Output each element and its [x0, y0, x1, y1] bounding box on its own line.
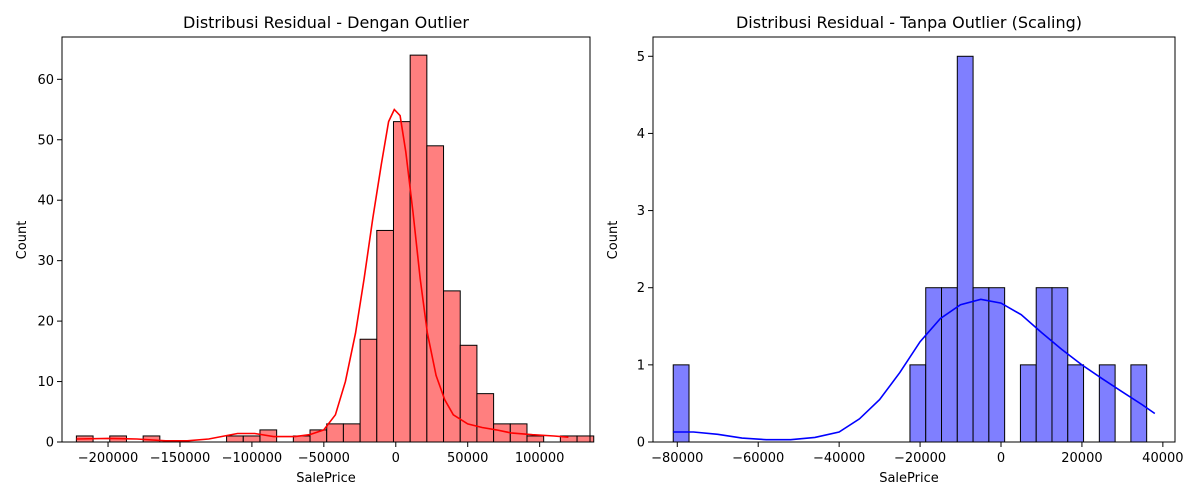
chart-right-bar-27 — [1098, 364, 1116, 443]
chart-right-ytick-label-2: 2 — [637, 281, 645, 296]
chart-left-ytick-label-2: 20 — [37, 315, 54, 330]
chart-left-xtick-label-4: 0 — [392, 451, 400, 466]
chart-left-ytick-label-3: 30 — [37, 254, 54, 269]
chart-right-ytick-label-5: 5 — [637, 50, 645, 65]
chart-left-ticks: −200000 −150000 −100000 −50000 0 50000 100000 0… — [37, 73, 564, 466]
chart-right-xtick-label-4: 0 — [997, 451, 1005, 466]
chart-right-ytick-label-3: 3 — [637, 204, 645, 219]
chart-left-bar-17 — [359, 338, 378, 443]
chart-right-bar-20 — [988, 287, 1006, 443]
chart-right-bar-24 — [1051, 287, 1069, 443]
chart-right-bar-16 — [925, 287, 943, 443]
chart-right-ytick-label-0: 0 — [637, 436, 645, 451]
chart-left-xtick-label-3: −50000 — [298, 451, 350, 466]
chart-left-title: Distribusi Residual - Dengan Outlier — [183, 13, 469, 32]
chart-left-xtick-label-6: 100000 — [515, 451, 565, 466]
chart-right-bar-19 — [972, 287, 990, 443]
chart-left-bar-21 — [426, 145, 445, 443]
chart-right-xtick-label-6: 40000 — [1142, 451, 1183, 466]
chart-right: Distribusi Residual - Tanpa Outlier (Sca… — [606, 13, 1184, 486]
chart-right-xtick-label-3: −20000 — [894, 451, 946, 466]
chart-left-xtick-label-0: −200000 — [78, 451, 139, 466]
chart-left-xtick-label-2: −100000 — [222, 451, 283, 466]
chart-left-xtick-label-5: 50000 — [447, 451, 488, 466]
chart-right-bar-25 — [1067, 364, 1085, 443]
chart-right-bar-22 — [1019, 364, 1037, 443]
chart-left-kde-line — [76, 108, 569, 442]
chart-right-title: Distribusi Residual - Tanpa Outlier (Sca… — [736, 13, 1082, 32]
chart-right-xtick-label-1: −60000 — [732, 451, 784, 466]
chart-left-ytick-label-5: 50 — [37, 133, 54, 148]
chart-right-bar-18 — [956, 55, 974, 443]
chart-left-bar-16 — [342, 423, 361, 443]
chart-right-ytick-label-1: 1 — [637, 358, 645, 373]
chart-left-xlabel: SalePrice — [296, 471, 356, 486]
chart-left-bar-18 — [376, 229, 394, 443]
chart-right-xtick-label-2: −40000 — [813, 451, 865, 466]
chart-left-ylabel: Count — [15, 221, 30, 260]
chart-left-bar-30 — [576, 435, 595, 443]
chart-right-ylabel: Count — [606, 221, 621, 260]
chart-left-bar-9 — [226, 435, 244, 443]
chart-left-bar-27 — [526, 435, 545, 443]
chart-right-ticks: −80000 −60000 −40000 −20000 0 20000 40000 0 1 2 3 4… — [637, 50, 1184, 466]
chart-right-bar-0 — [672, 364, 690, 443]
chart-left-bar-20 — [409, 54, 428, 443]
chart-left-frame — [61, 36, 591, 443]
chart-left: Distribusi Residual - Dengan Outlier Sal… — [15, 13, 595, 486]
chart-right-ytick-label-4: 4 — [637, 127, 645, 142]
chart-right-bar-15 — [909, 364, 927, 443]
chart-right-xtick-label-5: 20000 — [1061, 451, 1102, 466]
chart-right-frame — [652, 36, 1176, 443]
chart-right-xlabel: SalePrice — [879, 471, 939, 486]
chart-left-bar-24 — [476, 393, 495, 443]
chart-left-ytick-label-6: 60 — [37, 73, 54, 88]
chart-left-bar-22 — [443, 290, 461, 443]
chart-left-bar-15 — [326, 423, 344, 443]
chart-left-ytick-label-1: 10 — [37, 375, 54, 390]
chart-left-ytick-label-0: 0 — [46, 436, 54, 451]
chart-right-bar-17 — [941, 287, 958, 443]
chart-left-ytick-label-4: 40 — [37, 194, 54, 209]
chart-right-bar-23 — [1035, 287, 1053, 443]
chart-left-bar-10 — [242, 435, 261, 443]
chart-right-xtick-label-0: −80000 — [651, 451, 703, 466]
chart-left-xtick-label-1: −150000 — [150, 451, 211, 466]
chart-right-kde-line — [673, 298, 1156, 441]
chart-left-bar-23 — [459, 344, 478, 443]
